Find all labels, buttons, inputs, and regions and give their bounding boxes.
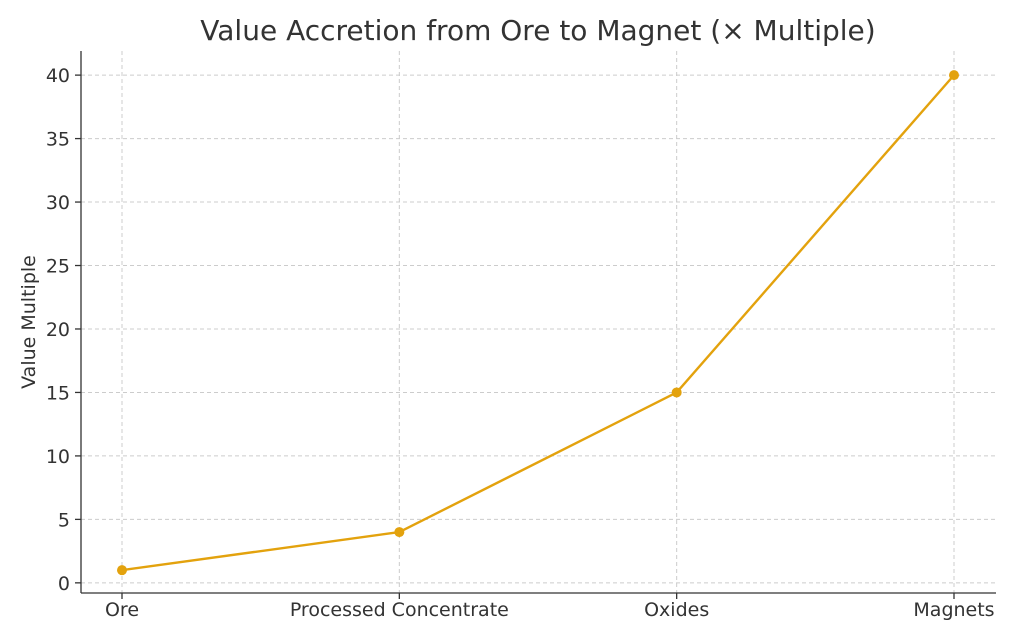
x-tick-label: Magnets (913, 599, 994, 621)
y-tick-label: 35 (46, 129, 70, 151)
y-tick-label: 40 (46, 65, 70, 87)
y-tick-label: 15 (46, 382, 70, 404)
data-point (949, 70, 959, 81)
y-tick-label: 5 (58, 509, 70, 531)
y-axis-ticks: 0 5 10 15 20 25 30 35 40 (46, 65, 81, 595)
x-tick-label: Processed Concentrate (290, 599, 509, 621)
x-tick-label: Oxides (644, 599, 709, 621)
grid (81, 51, 996, 593)
x-axis-ticks: Ore Processed Concentrate Oxides Magnets (105, 593, 995, 621)
data-point (117, 565, 127, 576)
y-tick-label: 0 (58, 573, 70, 595)
y-tick-label: 10 (46, 446, 70, 468)
data-point (671, 387, 682, 398)
data-point (394, 527, 405, 538)
axes (80, 51, 996, 594)
series-line (121, 74, 955, 572)
y-tick-label: 25 (46, 256, 70, 278)
chart-title: Value Accretion from Ore to Magnet (× Mu… (200, 14, 875, 47)
series-layer (117, 70, 959, 576)
y-tick-label: 20 (46, 319, 70, 341)
y-axis-label: Value Multiple (18, 255, 40, 389)
x-tick-label: Ore (105, 599, 139, 621)
y-tick-label: 30 (46, 192, 70, 214)
